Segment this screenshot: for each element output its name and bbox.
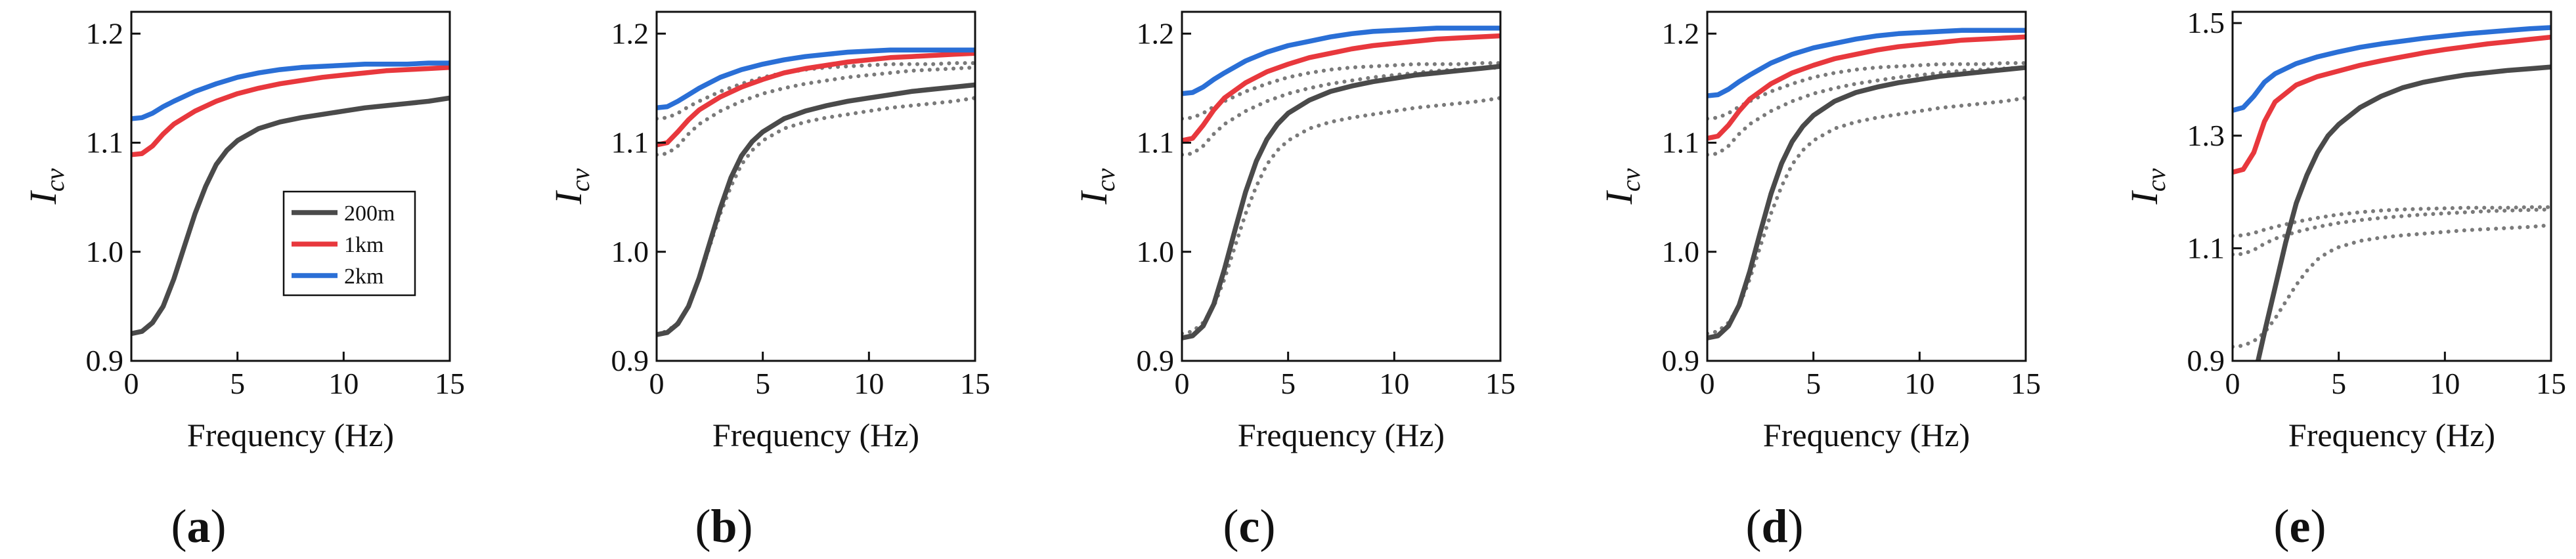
series-ref-1km [1707, 65, 2026, 157]
series-ref-200m [1182, 96, 1500, 336]
series-2km [131, 60, 450, 121]
series-1km [1182, 33, 1500, 143]
y-tick-label: 1.1 [86, 126, 124, 159]
y-tick-label: 1.2 [1137, 16, 1175, 50]
y-tick-label: 1.1 [1137, 126, 1175, 159]
x-tick-label: 5 [1806, 367, 1821, 400]
series-200m [131, 95, 450, 337]
x-tick-label: 15 [435, 367, 465, 400]
x-tick-label: 5 [230, 367, 245, 400]
x-tick-label: 15 [2011, 367, 2041, 400]
x-tick-label: 0 [124, 367, 139, 400]
legend-label-2km: 2km [344, 264, 383, 289]
plot-frame [130, 10, 451, 362]
series-1km [2233, 34, 2551, 175]
y-tick-label: 0.9 [2187, 344, 2225, 377]
series-200m [657, 82, 975, 337]
panel-b: 0 5 10 15 0.9 1.0 1.1 1.2 Frequency (Hz) Icv (b) [547, 10, 990, 552]
series-2km [657, 47, 975, 111]
x-axis-label: Frequency (Hz) [187, 417, 394, 453]
y-tick-label: 1.2 [86, 16, 124, 50]
plot-frame [1181, 10, 1502, 362]
x-tick-label: 15 [1485, 367, 1516, 400]
x-tick-label: 15 [960, 367, 990, 400]
plot-frame [1706, 10, 2027, 362]
x-tick-label: 10 [328, 367, 359, 400]
plot-frame [2231, 10, 2552, 362]
plot-frame [655, 10, 976, 362]
x-axis-label: Frequency (Hz) [2288, 417, 2495, 453]
x-tick-label: 0 [2225, 367, 2240, 400]
y-tick-label: 1.0 [86, 235, 124, 268]
panel-e: 0 5 10 15 0.9 1.1 1.3 1.5 Frequency (Hz) Icv (e) [2123, 6, 2566, 552]
panel-label: (b) [695, 500, 753, 552]
legend-label-1km: 1km [344, 233, 383, 257]
x-axis-label: Frequency (Hz) [1763, 417, 1970, 453]
y-tick-label: 1.5 [2187, 6, 2225, 39]
series-ref-1km [2233, 207, 2551, 257]
panel-a: 0 5 10 15 0.9 1.0 1.1 1.2 Frequency (Hz) Icv (a) 20… [22, 10, 465, 552]
panel-label: (e) [2274, 500, 2326, 552]
panel-c: 0 5 10 15 0.9 1.0 1.1 1.2 Frequency (Hz) Icv (c) [1072, 10, 1516, 552]
series-ref-2km [1182, 61, 1500, 121]
series-200m [2256, 64, 2551, 361]
series-2km [2233, 25, 2551, 113]
y-tick-label: 1.2 [1662, 16, 1700, 50]
legend-label-200m: 200m [344, 201, 395, 226]
y-axis-label: Icv [1072, 168, 1120, 205]
y-axis-label: Icv [2123, 168, 2171, 205]
series-ref-2km [1707, 61, 2026, 121]
x-tick-label: 15 [2536, 367, 2566, 400]
y-axis-label: Icv [1598, 168, 1646, 205]
y-tick-label: 1.1 [2187, 231, 2225, 264]
series-ref-2km [657, 61, 975, 121]
series-200m [1182, 64, 1500, 341]
series-2km [1707, 28, 2026, 98]
series-ref-200m [2233, 223, 2551, 349]
y-tick-label: 1.0 [611, 235, 649, 268]
panel-label: (c) [1223, 500, 1276, 552]
panel-label: (d) [1745, 500, 1803, 552]
x-tick-label: 0 [1175, 367, 1190, 400]
y-tick-label: 1.1 [1662, 126, 1700, 159]
legend: 200m 1km 2km [282, 190, 416, 297]
x-tick-label: 5 [2331, 367, 2346, 400]
series-200m [1707, 65, 2026, 341]
series-2km [1182, 26, 1500, 96]
y-tick-label: 0.9 [611, 344, 649, 377]
series-ref-1km [1182, 65, 1500, 157]
x-tick-label: 0 [649, 367, 665, 400]
y-tick-label: 1.0 [1662, 235, 1700, 268]
series-1km [1707, 34, 2026, 141]
series-1km [131, 65, 450, 157]
x-tick-label: 5 [755, 367, 770, 400]
y-axis-label: Icv [547, 168, 595, 205]
x-axis-label: Frequency (Hz) [712, 417, 919, 453]
x-tick-label: 10 [2430, 367, 2460, 400]
x-tick-label: 10 [1904, 367, 1934, 400]
panel-d: 0 5 10 15 0.9 1.0 1.1 1.2 Frequency (Hz) Icv (d) [1598, 10, 2041, 552]
series-ref-1km [657, 65, 975, 157]
y-tick-label: 0.9 [1662, 344, 1700, 377]
x-tick-label: 10 [1379, 367, 1409, 400]
y-tick-label: 0.9 [86, 344, 124, 377]
series-1km [657, 51, 975, 148]
y-axis-label: Icv [22, 168, 70, 205]
y-tick-label: 1.1 [611, 126, 649, 159]
series-ref-200m [657, 96, 975, 336]
x-axis-label: Frequency (Hz) [1238, 417, 1445, 453]
x-tick-label: 0 [1700, 367, 1715, 400]
panel-label: (a) [171, 500, 227, 552]
y-tick-label: 0.9 [1137, 344, 1175, 377]
series-ref-2km [2233, 205, 2551, 238]
x-tick-label: 5 [1280, 367, 1296, 400]
y-tick-label: 1.3 [2187, 119, 2225, 152]
y-tick-label: 1.2 [611, 16, 649, 50]
series-ref-200m [1707, 96, 2026, 336]
y-tick-label: 1.0 [1137, 235, 1175, 268]
x-tick-label: 10 [854, 367, 884, 400]
